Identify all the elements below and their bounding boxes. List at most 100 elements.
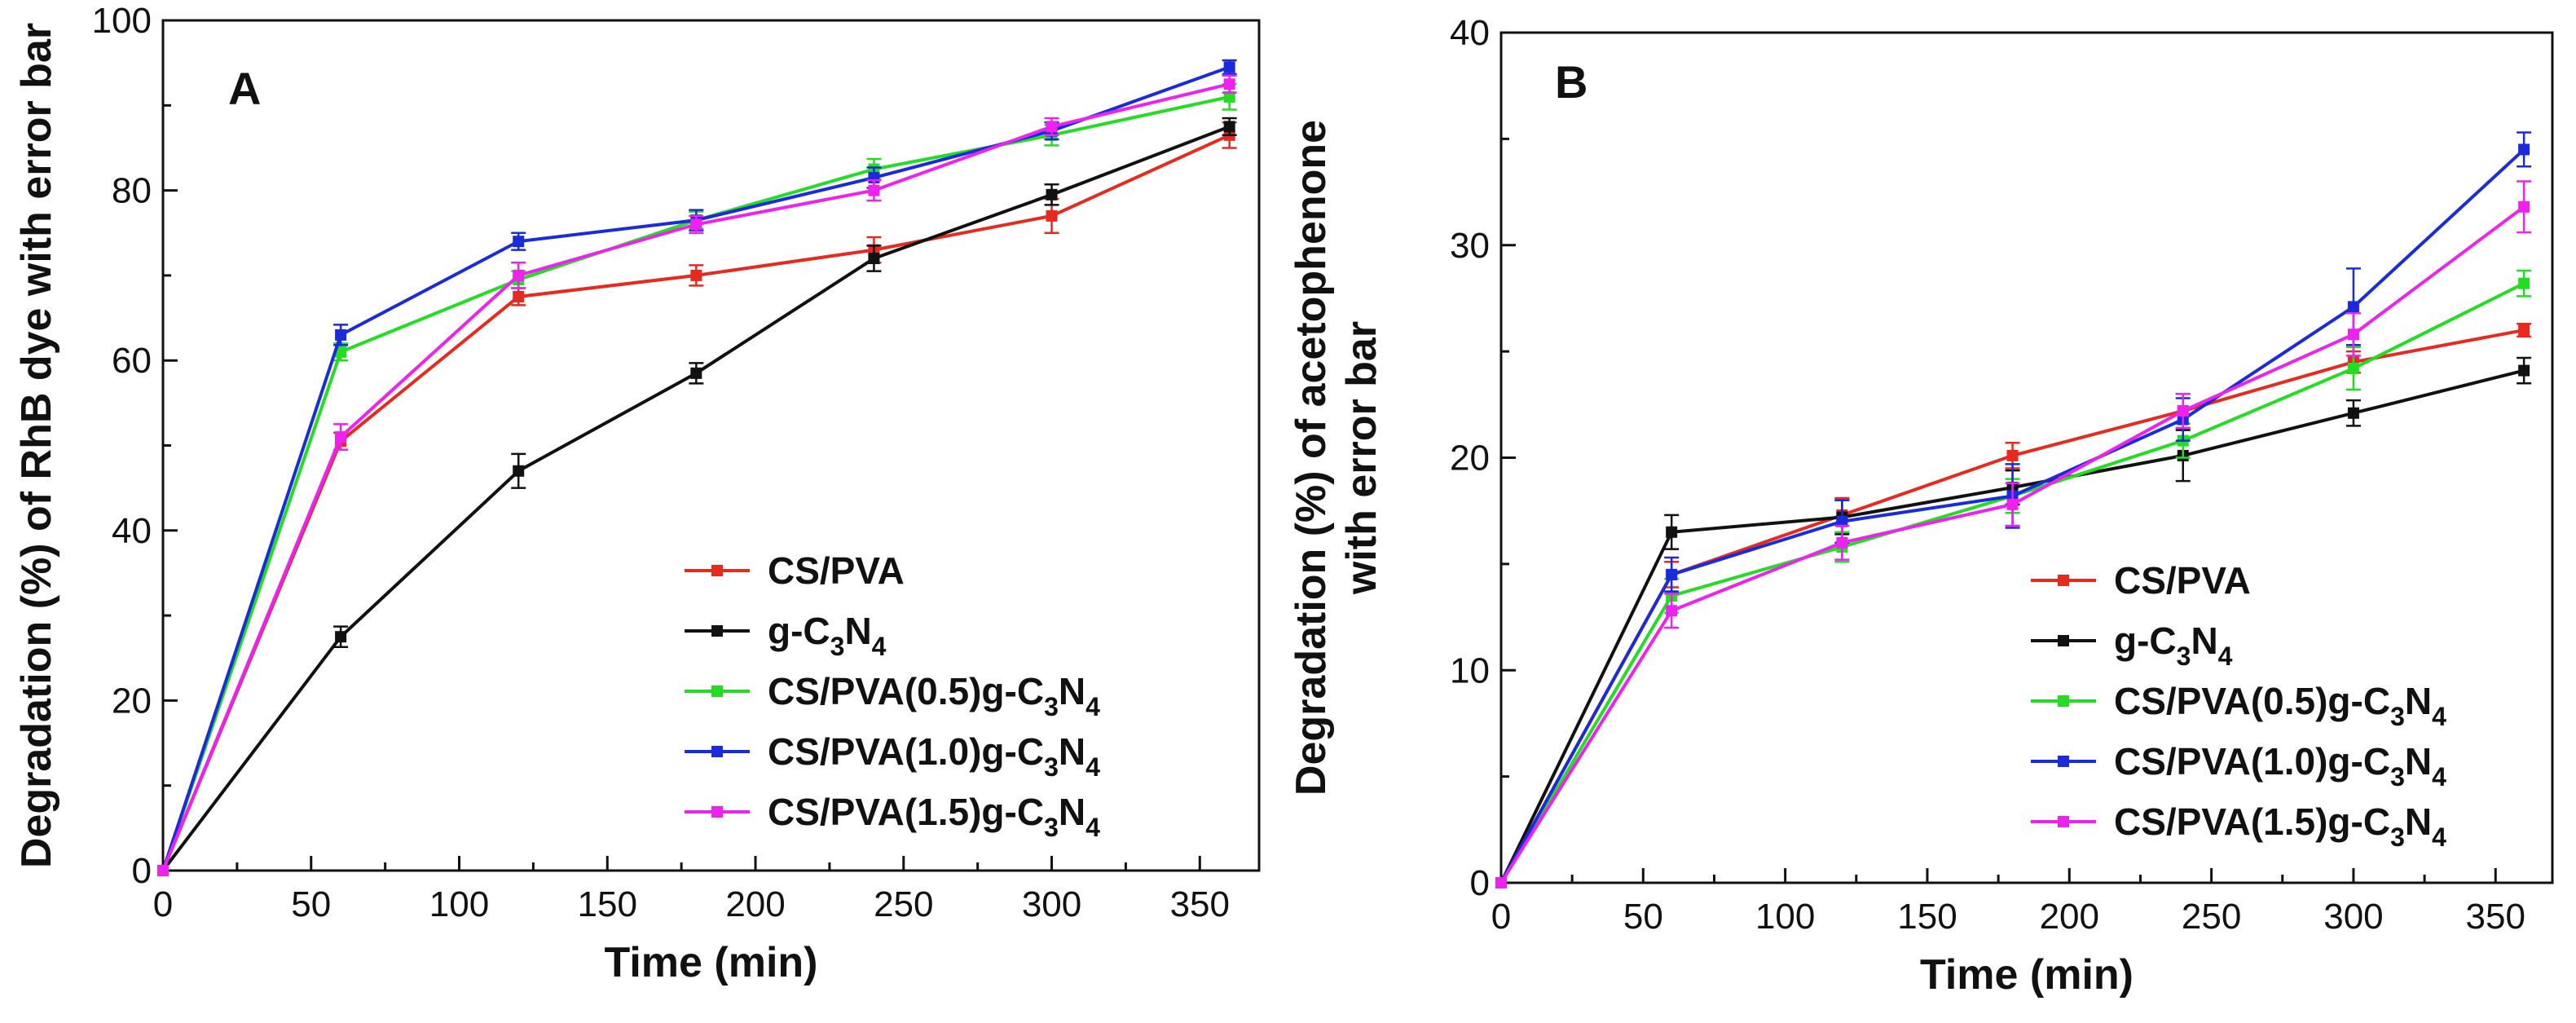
panel-label: B	[1555, 56, 1587, 108]
legend: CS/PVAg-C3N4CS/PVA(0.5)g-C3N4CS/PVA(1.0)…	[2031, 559, 2446, 852]
legend-label-mid: N	[1059, 730, 1085, 773]
series-4	[1495, 180, 2532, 889]
data-point	[690, 367, 702, 379]
data-point	[2518, 201, 2530, 213]
legend-label-base: CS/PVA(0.5)g-C	[2114, 680, 2390, 722]
legend-label-base: g-C	[768, 610, 830, 652]
chart-panel-a: 0 50 100 150 200 250 300 350 0 20 40 60 80 100 Time (m…	[13, 1, 1261, 986]
legend-label-base: CS/PVA(1.0)g-C	[768, 730, 1044, 773]
legend-swatch-marker	[711, 565, 723, 576]
data-point	[2006, 498, 2019, 510]
legend-swatch-marker	[2058, 816, 2069, 827]
data-point	[2347, 301, 2359, 313]
legend-swatch-marker	[711, 746, 723, 757]
data-point	[1046, 188, 1058, 201]
legend-subscript: 4	[2432, 762, 2446, 792]
data-point	[2518, 324, 2530, 337]
data-point	[1836, 536, 1848, 549]
y-tick-label: 80	[112, 171, 152, 211]
x-tick-label: 350	[2466, 897, 2525, 937]
x-tick-label: 200	[725, 884, 785, 924]
legend-swatch-marker	[2058, 575, 2069, 586]
legend-label: CS/PVA(1.5)g-C3N4	[2114, 800, 2446, 852]
chart-b-svg: 0 50 100 150 200 250 300 350 0 10 20 30 40 Time (min)…	[1288, 13, 2554, 999]
plot-frame	[161, 19, 1261, 872]
x-tick-label: 300	[1022, 884, 1081, 924]
data-point	[690, 218, 702, 231]
series-4	[157, 74, 1237, 876]
legend-label-base: g-C	[2114, 620, 2177, 662]
data-point	[335, 431, 347, 443]
legend-subscript: 4	[2218, 642, 2233, 671]
x-tick-label: 250	[874, 884, 933, 924]
x-tick-label: 200	[2040, 897, 2099, 937]
y-tick-label: 60	[112, 341, 152, 381]
legend-label: g-C3N4	[2114, 620, 2233, 671]
data-point	[1046, 209, 1058, 222]
x-tick-label: 100	[1755, 897, 1815, 937]
chart-panel-b: 0 50 100 150 200 250 300 350 0 10 20 30 40 Time (min)…	[1288, 0, 2576, 1023]
legend-subscript: 4	[1085, 692, 1100, 721]
data-point	[2177, 405, 2189, 417]
y-tick-label: 20	[1450, 439, 1490, 478]
data-point	[1495, 877, 1507, 889]
legend-label-mid: N	[2405, 800, 2432, 843]
legend-subscript: 3	[1044, 752, 1059, 782]
panel-label: A	[228, 63, 261, 114]
data-point	[1836, 515, 1848, 527]
x-tick-label: 150	[1897, 897, 1957, 937]
data-point	[1666, 568, 1678, 580]
legend-swatch-marker	[2058, 695, 2069, 707]
data-point	[1046, 121, 1058, 133]
series-1	[157, 117, 1237, 876]
y-tick-label: 20	[112, 681, 152, 721]
legend-label-base: CS/PVA(1.5)g-C	[768, 791, 1044, 833]
legend-subscript: 3	[1044, 813, 1059, 842]
legend-swatch-marker	[711, 806, 723, 818]
x-tick-label: 100	[429, 884, 489, 924]
x-tick-label: 300	[2323, 897, 2383, 937]
legend-subscript: 4	[872, 632, 887, 661]
legend-label-base: CS/PVA	[768, 549, 905, 592]
legend-subscript: 3	[2390, 702, 2405, 731]
chart-a-svg: 0 50 100 150 200 250 300 350 0 20 40 60 80 100 Time (m…	[13, 1, 1261, 986]
y-tick-label: 30	[1450, 226, 1490, 266]
data-point	[1666, 526, 1678, 538]
legend-label: CS/PVA(1.0)g-C3N4	[2114, 740, 2446, 792]
y-axis-title-line: Degradation (%) of acetophenone	[1288, 120, 1335, 796]
legend-swatch-marker	[2058, 756, 2069, 767]
legend-label-base: CS/PVA(1.0)g-C	[2114, 740, 2390, 783]
legend-label: g-C3N4	[768, 610, 887, 661]
plot-frame	[1499, 31, 2554, 884]
legend-subscript: 4	[2432, 702, 2446, 731]
data-point	[868, 253, 880, 265]
data-point	[1666, 605, 1678, 617]
x-tick-label: 250	[2182, 897, 2241, 937]
x-tick-label: 50	[291, 884, 331, 924]
y-axis-title: Degradation (%) of RhB dye with error ba…	[13, 23, 60, 868]
legend-label: CS/PVA	[768, 549, 905, 592]
legend-label-base: CS/PVA(1.5)g-C	[2114, 800, 2390, 843]
data-point	[2006, 449, 2019, 461]
data-point	[690, 269, 702, 281]
legend-subscript: 4	[1085, 752, 1100, 782]
data-point	[1223, 90, 1235, 103]
y-tick-label: 40	[112, 511, 152, 551]
series-2	[1495, 269, 2532, 889]
legend-swatch-marker	[2058, 635, 2069, 646]
legend-label: CS/PVA(0.5)g-C3N4	[2114, 680, 2446, 731]
data-point	[335, 329, 347, 341]
y-tick-label: 40	[1450, 13, 1490, 53]
data-point	[2347, 362, 2359, 374]
x-tick-label: 0	[1491, 897, 1511, 937]
x-tick-label: 350	[1170, 884, 1230, 924]
legend-label: CS/PVA(0.5)g-C3N4	[768, 670, 1100, 721]
legend-label-base: CS/PVA(0.5)g-C	[768, 670, 1044, 712]
data-point	[2518, 143, 2530, 156]
x-tick-label: 0	[153, 884, 173, 924]
data-point	[513, 465, 525, 477]
data-point	[335, 346, 347, 358]
series-line	[1499, 281, 2525, 884]
data-point	[513, 236, 525, 248]
data-point	[2347, 407, 2359, 419]
